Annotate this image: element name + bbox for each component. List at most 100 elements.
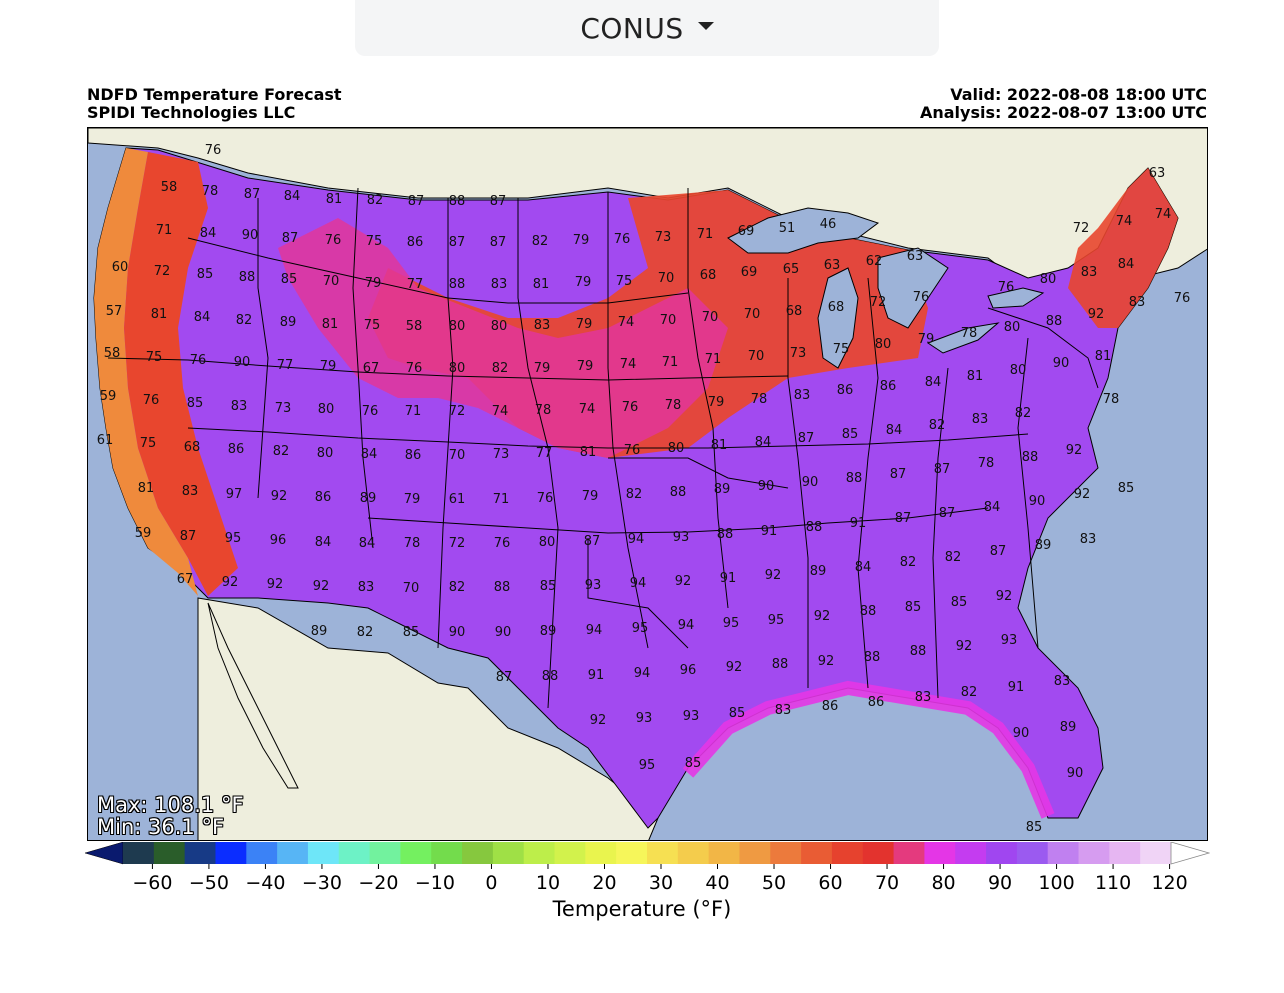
station-temp-label: 75 [146,350,163,365]
station-temp-label: 83 [231,399,248,414]
map-title-block: NDFD Temperature Forecast SPIDI Technolo… [87,86,342,122]
colorbar-underflow-swatch [85,842,124,865]
station-temp-label: 85 [1026,820,1043,835]
colorbar-tick-label: 70 [875,872,899,894]
colorbar-swatch [246,842,278,864]
station-temp-label: 95 [225,531,242,546]
colorbar-tick-label: 20 [592,872,616,894]
colorbar-swatch [215,842,247,864]
station-temp-label: 92 [996,589,1013,604]
station-temp-label: 69 [741,265,758,280]
lake-erie [926,322,1000,354]
station-temp-label: 94 [586,623,603,638]
colorbar-swatch [1140,842,1172,864]
station-temp-label: 87 [895,511,912,526]
station-temp-label: 82 [532,234,549,249]
station-temp-label: 90 [495,625,512,640]
colorbar-swatch [338,842,371,864]
colorbar-tick-label: 60 [818,872,842,894]
colorbar-tick-label: 120 [1151,872,1187,894]
station-temp-label: 82 [367,193,384,208]
station-temp-label: 77 [407,277,424,292]
station-temp-label: 58 [161,180,178,195]
station-temp-label: 61 [97,433,114,448]
colorbar-swatch [554,842,586,864]
station-temp-label: 87 [490,194,507,209]
station-temp-label: 83 [1080,532,1097,547]
station-temp-label: 87 [282,231,299,246]
station-temp-label: 81 [1095,349,1112,364]
station-temp-label: 83 [775,703,792,718]
gulf-coast-band [682,680,1055,819]
station-temp-label: 70 [658,271,675,286]
station-temp-label: 70 [403,581,420,596]
station-temp-label: 95 [632,621,649,636]
station-temp-label: 87 [244,187,261,202]
station-temp-label: 92 [222,575,239,590]
station-temp-label: 72 [1073,221,1090,236]
station-temp-label: 74 [1155,207,1172,222]
station-temp-label: 61 [449,492,466,507]
station-temp-label: 76 [614,232,631,247]
station-temp-label: 87 [584,534,601,549]
station-temp-label: 91 [850,516,867,531]
colorbar-tick-label: 50 [762,872,786,894]
station-temp-label: 57 [106,304,123,319]
station-temp-label: 70 [660,313,677,328]
region-dropdown[interactable]: CONUS [355,0,939,56]
colorbar-tick-label: 0 [485,872,497,894]
colorbar-swatch [307,842,340,864]
station-temp-label: 80 [668,441,685,456]
station-temp-label: 87 [180,529,197,544]
station-temp-label: 80 [318,402,335,417]
station-temp-label: 73 [275,401,292,416]
station-temp-label: 72 [154,264,171,279]
station-temp-label: 68 [786,304,803,319]
station-temp-label: 87 [939,506,956,521]
temperature-map[interactable]: 76 58 78 87 84 81 82 87 88 87 71 84 90 87 76 75 86 87 87 82… [87,127,1208,841]
station-temp-label: 79 [577,359,594,374]
station-temp-label: 81 [533,277,550,292]
station-temp-label: 78 [404,536,421,551]
station-temp-label: 88 [449,277,466,292]
station-temp-label: 92 [313,579,330,594]
colorbar-swatch [462,842,494,864]
station-temp-label: 72 [870,295,887,310]
station-temp-label: 60 [112,260,129,275]
station-temp-label: 88 [670,485,687,500]
station-temp-label: 77 [277,358,294,373]
station-temp-label: 72 [449,536,466,551]
station-temp-label: 85 [951,595,968,610]
station-temp-label: 85 [729,706,746,721]
station-temp-label: 84 [315,535,332,550]
station-temp-label: 76 [362,404,379,419]
station-temp-label: 93 [1001,633,1018,648]
station-temp-label: 83 [1081,265,1098,280]
station-temp-label: 86 [315,490,332,505]
lake-huron [877,247,949,329]
station-temp-label: 73 [493,447,510,462]
station-temp-label: 87 [449,235,466,250]
station-temp-label: 86 [228,442,245,457]
colorbar-tick-label: −10 [415,872,455,894]
station-temp-label: 93 [683,709,700,724]
stats-box: Max: 108.1 °F Min: 36.1 °F [97,794,244,838]
station-temp-label: 82 [1015,406,1032,421]
station-temp-label: 58 [104,346,121,361]
station-temp-label: 71 [405,404,422,419]
colorbar-swatch [647,842,679,864]
colorbar-tick-label: 110 [1095,872,1131,894]
colorbar-swatch [523,842,556,864]
station-temp-label: 76 [205,143,222,158]
station-temp-label: 71 [705,352,722,367]
station-temp-label: 84 [359,536,376,551]
station-temp-label: 75 [833,342,850,357]
station-temp-label: 84 [755,435,772,450]
station-temp-label: 76 [1174,291,1191,306]
station-temp-label: 85 [197,267,214,282]
station-temp-label: 76 [537,491,554,506]
station-temp-label: 94 [628,532,645,547]
station-temp-label: 79 [404,492,421,507]
station-temp-label: 87 [496,670,513,685]
station-temp-label: 68 [184,440,201,455]
